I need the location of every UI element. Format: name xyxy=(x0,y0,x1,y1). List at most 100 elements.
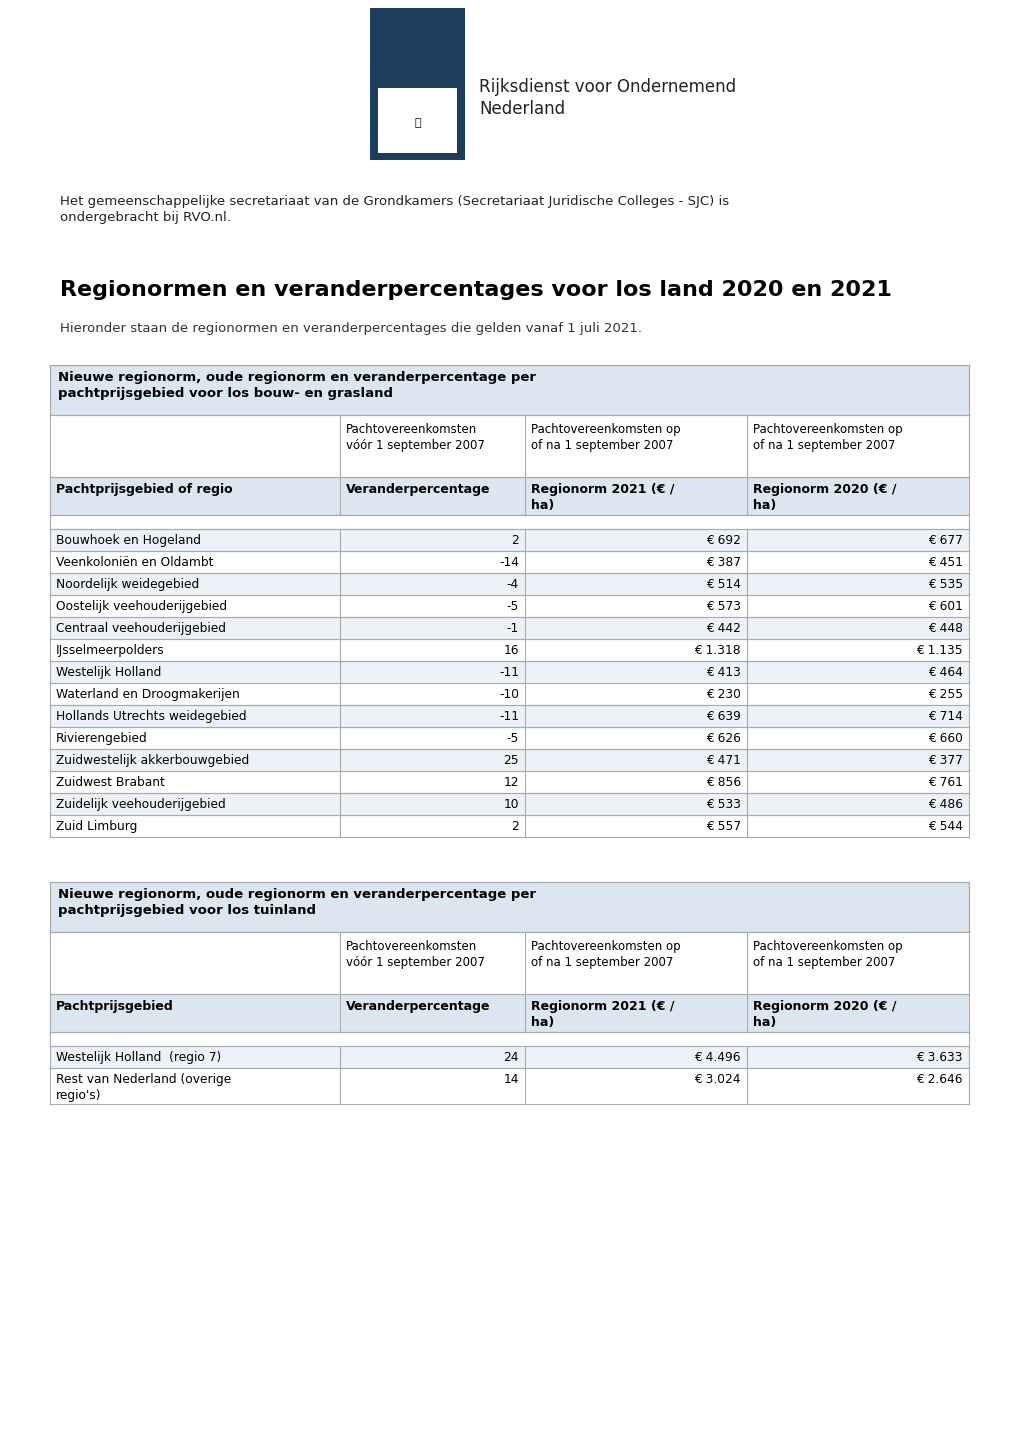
Bar xyxy=(50,617,968,639)
Text: Zuidelijk veehouderijgebied: Zuidelijk veehouderijgebied xyxy=(56,797,225,810)
Bar xyxy=(50,596,968,617)
Text: € 471: € 471 xyxy=(705,754,740,767)
Text: € 692: € 692 xyxy=(705,534,740,547)
Bar xyxy=(50,684,968,705)
Text: Noordelijk weidegebied: Noordelijk weidegebied xyxy=(56,578,199,591)
Bar xyxy=(50,932,968,994)
Bar xyxy=(50,572,968,596)
Text: € 3.633: € 3.633 xyxy=(916,1051,962,1064)
Text: 👑: 👑 xyxy=(414,118,421,128)
Text: Rivierengebied: Rivierengebied xyxy=(56,733,148,746)
Text: € 660: € 660 xyxy=(927,733,962,746)
Text: -11: -11 xyxy=(498,709,519,722)
Text: -4: -4 xyxy=(506,578,519,591)
Bar xyxy=(50,771,968,793)
Text: Zuidwestelijk akkerbouwgebied: Zuidwestelijk akkerbouwgebied xyxy=(56,754,249,767)
Text: Regionorm 2020 (€ /
ha): Regionorm 2020 (€ / ha) xyxy=(752,999,896,1030)
Text: € 1.318: € 1.318 xyxy=(694,645,740,658)
Bar xyxy=(50,815,968,836)
Text: € 230: € 230 xyxy=(705,688,740,701)
Text: Pachtovereenkomsten op
of na 1 september 2007: Pachtovereenkomsten op of na 1 september… xyxy=(531,940,680,969)
Text: € 533: € 533 xyxy=(705,797,740,810)
Text: € 856: € 856 xyxy=(705,776,740,789)
Text: -10: -10 xyxy=(498,688,519,701)
Text: Hieronder staan de regionormen en veranderpercentages die gelden vanaf 1 juli 20: Hieronder staan de regionormen en verand… xyxy=(60,322,641,335)
Text: € 2.646: € 2.646 xyxy=(916,1073,962,1086)
Text: € 514: € 514 xyxy=(705,578,740,591)
Text: Westelijk Holland  (regio 7): Westelijk Holland (regio 7) xyxy=(56,1051,221,1064)
Text: € 601: € 601 xyxy=(927,600,962,613)
Text: Zuidwest Brabant: Zuidwest Brabant xyxy=(56,776,165,789)
Text: Pachtovereenkomsten
vóór 1 september 2007: Pachtovereenkomsten vóór 1 september 200… xyxy=(345,940,484,969)
Text: -1: -1 xyxy=(506,622,519,634)
Bar xyxy=(50,415,968,477)
Text: Nieuwe regionorm, oude regionorm en veranderpercentage per
pachtprijsgebied voor: Nieuwe regionorm, oude regionorm en vera… xyxy=(58,888,535,917)
Text: Hollands Utrechts weidegebied: Hollands Utrechts weidegebied xyxy=(56,709,247,722)
Text: Westelijk Holland: Westelijk Holland xyxy=(56,666,161,679)
Bar xyxy=(50,793,968,815)
Text: -5: -5 xyxy=(506,600,519,613)
Bar xyxy=(50,515,968,529)
Text: € 714: € 714 xyxy=(927,709,962,722)
Text: € 448: € 448 xyxy=(927,622,962,634)
Bar xyxy=(50,529,968,551)
Text: Centraal veehouderijgebied: Centraal veehouderijgebied xyxy=(56,622,226,634)
Bar xyxy=(50,883,968,932)
Text: Veranderpercentage: Veranderpercentage xyxy=(345,999,490,1012)
Text: € 535: € 535 xyxy=(927,578,962,591)
Text: € 761: € 761 xyxy=(927,776,962,789)
Bar xyxy=(50,1069,968,1105)
Text: Regionorm 2020 (€ /
ha): Regionorm 2020 (€ / ha) xyxy=(752,483,896,512)
Text: Regionorm 2021 (€ /
ha): Regionorm 2021 (€ / ha) xyxy=(531,999,674,1030)
Text: Oostelijk veehouderijgebied: Oostelijk veehouderijgebied xyxy=(56,600,227,613)
Bar xyxy=(370,9,465,160)
Text: Pachtovereenkomsten op
of na 1 september 2007: Pachtovereenkomsten op of na 1 september… xyxy=(531,423,680,451)
Text: Rest van Nederland (overige
regio's): Rest van Nederland (overige regio's) xyxy=(56,1073,231,1102)
Bar xyxy=(50,1032,968,1045)
Text: € 486: € 486 xyxy=(927,797,962,810)
Bar xyxy=(50,705,968,727)
Text: -14: -14 xyxy=(498,557,519,570)
Bar xyxy=(50,365,968,415)
Text: Veranderpercentage: Veranderpercentage xyxy=(345,483,490,496)
Bar xyxy=(50,748,968,771)
Text: -5: -5 xyxy=(506,733,519,746)
Text: € 464: € 464 xyxy=(927,666,962,679)
Text: Pachtovereenkomsten
vóór 1 september 2007: Pachtovereenkomsten vóór 1 september 200… xyxy=(345,423,484,451)
Text: € 573: € 573 xyxy=(705,600,740,613)
Bar xyxy=(50,660,968,684)
Text: Bouwhoek en Hogeland: Bouwhoek en Hogeland xyxy=(56,534,201,547)
Bar xyxy=(50,1045,968,1069)
Text: € 639: € 639 xyxy=(705,709,740,722)
Text: € 557: € 557 xyxy=(705,820,740,833)
Text: € 1.135: € 1.135 xyxy=(915,645,962,658)
Bar xyxy=(378,88,457,153)
Text: Het gemeenschappelijke secretariaat van de Grondkamers (Secretariaat Juridische : Het gemeenschappelijke secretariaat van … xyxy=(60,195,729,224)
Text: -11: -11 xyxy=(498,666,519,679)
Text: Pachtprijsgebied of regio: Pachtprijsgebied of regio xyxy=(56,483,232,496)
Text: Regionormen en veranderpercentages voor los land 2020 en 2021: Regionormen en veranderpercentages voor … xyxy=(60,280,891,300)
Text: € 377: € 377 xyxy=(927,754,962,767)
Text: IJsselmeerpolders: IJsselmeerpolders xyxy=(56,645,165,658)
Text: 24: 24 xyxy=(503,1051,519,1064)
Text: 14: 14 xyxy=(503,1073,519,1086)
Bar xyxy=(50,727,968,748)
Text: 10: 10 xyxy=(503,797,519,810)
Text: Rijksdienst voor Ondernemend
Nederland: Rijksdienst voor Ondernemend Nederland xyxy=(479,78,736,118)
Text: 2: 2 xyxy=(511,820,519,833)
Text: € 442: € 442 xyxy=(705,622,740,634)
Text: Pachtprijsgebied: Pachtprijsgebied xyxy=(56,999,173,1012)
Text: 16: 16 xyxy=(503,645,519,658)
Text: € 413: € 413 xyxy=(705,666,740,679)
Bar xyxy=(50,551,968,572)
Text: Regionorm 2021 (€ /
ha): Regionorm 2021 (€ / ha) xyxy=(531,483,674,512)
Bar xyxy=(50,994,968,1032)
Text: Waterland en Droogmakerijen: Waterland en Droogmakerijen xyxy=(56,688,239,701)
Text: € 544: € 544 xyxy=(927,820,962,833)
Text: Pachtovereenkomsten op
of na 1 september 2007: Pachtovereenkomsten op of na 1 september… xyxy=(752,940,902,969)
Text: € 451: € 451 xyxy=(927,557,962,570)
Text: Zuid Limburg: Zuid Limburg xyxy=(56,820,138,833)
Text: 2: 2 xyxy=(511,534,519,547)
Bar xyxy=(50,639,968,660)
Text: € 255: € 255 xyxy=(927,688,962,701)
